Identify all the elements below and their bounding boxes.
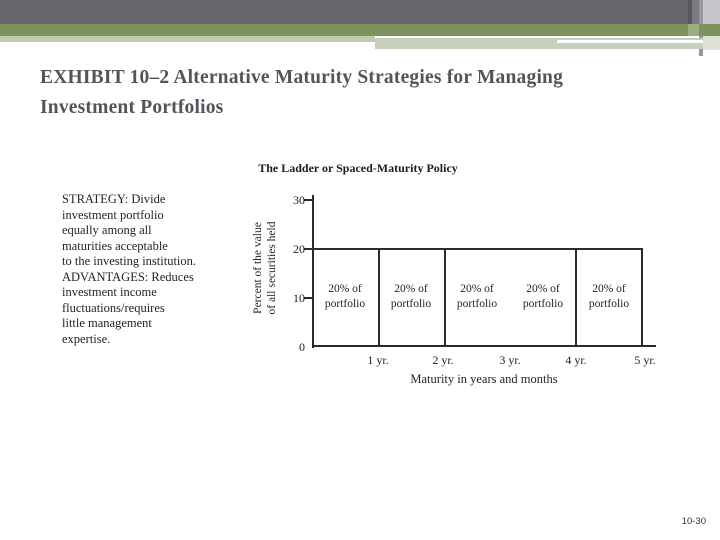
y-axis-label-line1: Percent of the value [252,222,264,314]
cell-label-line2: portfolio [390,298,432,310]
y-axis-label: Percent of the value of all securities h… [251,193,279,343]
cell-label-line1: 20% of [526,283,560,295]
cell-label-line1: 20% of [394,283,428,295]
page-number: 10-30 [681,516,706,527]
strategy-line: STRATEGY: Divide [62,192,166,206]
x-axis-extension [643,345,656,347]
header-corner-stripe-1 [688,0,692,24]
cell-label-line1: 20% of [328,283,362,295]
y-tick-mark-20 [304,248,313,250]
strategy-line: investment portfolio [62,207,164,222]
y-tick-label: 10 [293,291,305,305]
strategy-annotation: STRATEGY: Divide investment portfolio eq… [62,192,247,347]
y-tick-label: 0 [299,340,305,354]
strategy-line: fluctuations/requires [62,300,165,315]
cell-label-line2: portfolio [588,298,630,310]
y-axis-label-line2: of all securities held [266,221,278,315]
cell-label-line1: 20% of [460,283,494,295]
header-light-green-bar-left [0,36,375,42]
header-dark-bar [0,0,688,24]
x-tick-label: 5 yr. [634,353,656,367]
y-tick-mark-30 [304,199,313,201]
strategy-line: little management [62,316,152,330]
x-tick-label: 4 yr. [565,353,587,367]
ladder-cell-label: 20% of portfolio [508,282,578,312]
y-tick-mark-10 [304,297,313,299]
cell-label-line1: 20% of [592,283,626,295]
y-tick-label: 20 [293,242,305,256]
x-tick-label: 3 yr. [499,353,521,367]
ladder-cell-label: 20% of portfolio [310,282,380,312]
cell-label-line2: portfolio [324,298,366,310]
ladder-cell-label: 20% of portfolio [376,282,446,312]
strategy-line: investment income [62,285,157,299]
header-green-bar-right [688,24,699,36]
header-corner-stripe-4 [703,0,720,24]
slide-title-line2: Investment Portfolios [40,97,224,118]
ladder-cell-label: 20% of portfolio [442,282,512,312]
x-tick-label: 1 yr. [367,353,389,367]
slide-title-line1: EXHIBIT 10–2 Alternative Maturity Strate… [40,67,564,88]
chart-title: The Ladder or Spaced-Maturity Policy [258,161,458,175]
ladder-cell-label: 20% of portfolio [574,282,644,312]
ladder-divider-1yr [378,248,380,347]
ladder-divider-2yr [444,248,446,347]
header-corner-stripe-2 [692,0,699,24]
strategy-line: maturities acceptable [62,238,168,253]
strategy-line: ADVANTAGES: Reduces [62,269,194,284]
y-tick-label: 30 [293,193,305,207]
ladder-divider-4yr [575,248,577,347]
cell-label-line2: portfolio [456,298,498,310]
strategy-line: expertise. [62,331,111,346]
header-green-bar [0,24,720,36]
header-corner-stripe-5 [703,36,720,50]
ladder-box [312,248,643,347]
header-light-green-bar-right [375,38,710,49]
strategy-line: to the investing institution. [62,254,197,268]
slide-title: EXHIBIT 10–2 Alternative Maturity Strate… [40,63,688,123]
strategy-line: equally among all [62,223,152,237]
header-white-accent-line [557,40,710,43]
x-axis-caption: Maturity in years and months [410,372,558,386]
cell-label-line2: portfolio [522,298,564,310]
x-tick-label: 2 yr. [432,353,454,367]
